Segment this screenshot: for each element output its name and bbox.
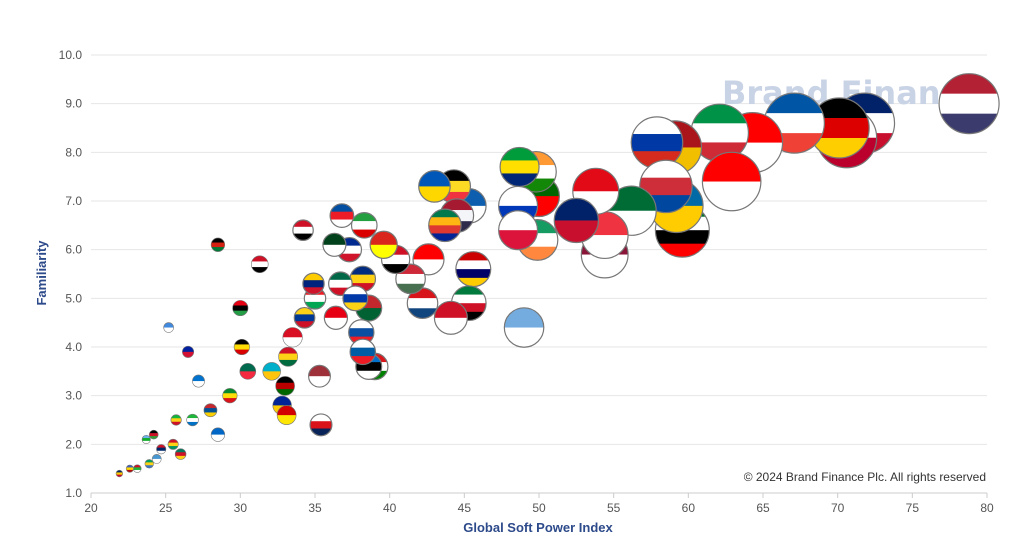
x-tick-label: 75: [906, 501, 920, 515]
point-venezuela-flag: [302, 272, 325, 295]
y-tick-label: 6.0: [65, 243, 82, 257]
point-uganda-flag: [233, 338, 250, 356]
x-tick-label: 55: [607, 501, 621, 515]
point-nicaragua-flag: [210, 427, 226, 442]
point-turkey-flag: [572, 167, 620, 215]
point-malawi-flag: [148, 429, 159, 440]
point-honduras-flag: [192, 374, 205, 388]
point-malaysia-flag: [455, 251, 492, 288]
point-argentina-flag: [503, 307, 545, 348]
point-pakistan-flag: [322, 232, 347, 257]
y-tick-label: 1.0: [65, 486, 82, 500]
x-tick-label: 60: [682, 501, 696, 515]
point-south-africa-flag: [428, 208, 462, 243]
point-latvia-flag: [308, 364, 331, 388]
point-north-macedonia-flag: [276, 405, 297, 425]
point-brazil-flag: [499, 146, 540, 188]
x-tick-label: 45: [458, 501, 472, 515]
point-mali-flag: [170, 414, 182, 426]
point-ukraine-flag: [418, 170, 451, 203]
point-ghana-flag: [278, 346, 299, 367]
point-kazakhstan-flag: [262, 362, 281, 381]
copyright-text: © 2024 Brand Finance Plc. All rights res…: [744, 470, 986, 484]
y-tick-label: 7.0: [65, 194, 82, 208]
point-chad-flag: [115, 469, 124, 478]
point-hungary-flag: [395, 263, 426, 295]
point-slovenia-flag: [349, 338, 377, 366]
point-syria-flag: [250, 255, 269, 274]
point-north-korea-flag: [329, 203, 355, 229]
point-italy-flag: [690, 103, 749, 163]
point-peru-flag: [282, 327, 303, 348]
point-djibouti-flag: [141, 434, 151, 444]
point-libya-flag: [232, 300, 249, 317]
y-tick-label: 10.0: [59, 48, 83, 62]
point-eswatini-flag: [125, 464, 134, 473]
point-burundi-flag: [133, 464, 142, 473]
point-russia-flag: [630, 116, 684, 169]
point-guatemala-flag: [151, 454, 162, 464]
point-mexico-flag: [328, 271, 353, 297]
y-axis-title: Familiarity: [34, 240, 49, 306]
x-tick-label: 80: [980, 501, 994, 515]
y-tick-label: 4.0: [65, 340, 82, 354]
y-tick-label: 8.0: [65, 145, 82, 159]
y-tick-label: 9.0: [65, 97, 82, 111]
point-monaco-flag: [433, 300, 468, 335]
data-points: [115, 73, 1000, 478]
point-mongolia-flag: [203, 403, 218, 418]
y-tick-label: 2.0: [65, 437, 82, 451]
point-iraq-flag: [292, 219, 314, 241]
point-iran-flag: [350, 211, 378, 239]
x-tick-label: 65: [756, 501, 770, 515]
x-axis-title: Global Soft Power Index: [463, 520, 613, 535]
point-tunisia-flag: [323, 305, 349, 330]
y-tick-label: 5.0: [65, 291, 82, 305]
y-tick-label: 3.0: [65, 389, 82, 403]
point-colombia-flag: [293, 306, 316, 329]
point-kenya-flag: [275, 376, 295, 396]
point-somalia-flag: [163, 322, 174, 333]
point-panama-flag: [309, 413, 333, 437]
point-new-zealand-flag: [553, 197, 599, 244]
x-tick-label: 40: [383, 501, 397, 515]
point-afghanistan-flag: [210, 237, 226, 252]
point-poland-flag: [498, 210, 539, 251]
point-vietnam-flag: [369, 230, 398, 259]
point-cameroon-flag: [174, 448, 187, 460]
point-bangladesh-flag: [239, 363, 257, 380]
point-laos-flag: [156, 444, 167, 455]
x-tick-label: 25: [159, 501, 173, 515]
x-tick-label: 70: [831, 501, 845, 515]
point-uruguay-flag: [342, 285, 369, 312]
x-tick-label: 35: [308, 501, 322, 515]
x-tick-label: 20: [84, 501, 98, 515]
point-gabon-flag: [144, 459, 154, 469]
axes: 1.0 2.0 3.0 4.0 5.0 6.0 7.0 8.0 9.0 10.0 20 25 30 35 4…: [59, 48, 994, 515]
point-sierra-leone-flag: [186, 413, 199, 427]
x-tick-label: 50: [532, 501, 546, 515]
point-switzerland-flag: [701, 151, 762, 212]
point-united-states-flag: [938, 73, 1000, 135]
point-guinea-flag: [167, 438, 179, 450]
x-tick-label: 30: [234, 501, 248, 515]
point-haiti-flag: [182, 345, 195, 358]
point-ethiopia-flag: [222, 388, 238, 404]
